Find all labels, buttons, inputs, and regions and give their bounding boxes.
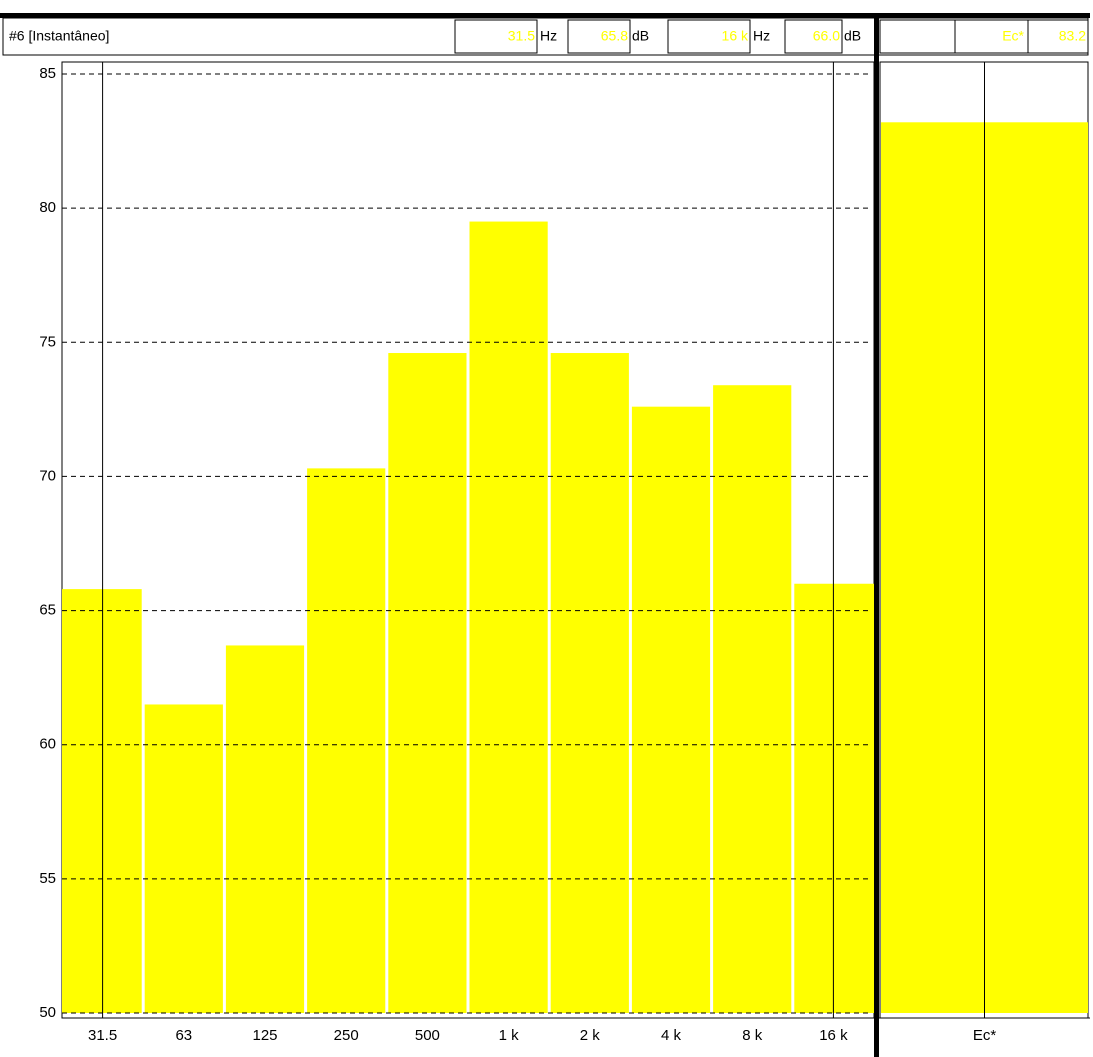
side-name: Ec*: [1002, 28, 1024, 44]
bar: [713, 385, 792, 1013]
x-tick-label: 250: [334, 1027, 359, 1044]
x-tick-label: 2 k: [580, 1027, 601, 1044]
x-tick-label: 63: [175, 1027, 192, 1044]
field-box: [784, 19, 843, 54]
cursor-level: 66.0: [813, 28, 840, 44]
field-box: [567, 19, 631, 54]
bar: [225, 645, 305, 1013]
top-border: [0, 13, 1090, 18]
y-tick-label: 80: [39, 199, 56, 216]
field-box: [879, 19, 956, 54]
x-tick-label: 500: [415, 1027, 440, 1044]
bar: [144, 704, 223, 1013]
bar: [469, 221, 548, 1014]
y-tick-label: 65: [39, 602, 56, 619]
x-tick-label: 125: [252, 1027, 277, 1044]
field-box: [1027, 19, 1089, 54]
field-box: [667, 19, 751, 54]
x-tick-label: 16 k: [819, 1027, 848, 1044]
x-tick-label: 4 k: [661, 1027, 682, 1044]
header-title: #6 [Instantâneo]: [9, 28, 109, 44]
y-tick-label: 70: [39, 467, 56, 484]
cursor-freq: 16 k: [722, 28, 749, 44]
y-tick-label: 50: [39, 1004, 56, 1021]
header: [2, 17, 1089, 56]
y-tick-label: 85: [39, 65, 56, 82]
bar: [62, 589, 142, 1013]
unit: Hz: [540, 28, 557, 44]
cursor-level: 65.8: [601, 28, 628, 44]
bar: [794, 583, 874, 1013]
bar: [631, 406, 711, 1013]
unit: dB: [844, 28, 861, 44]
panel-separator: [874, 13, 879, 1057]
x-tick-label: 1 k: [499, 1027, 520, 1044]
x-tick-label: 8 k: [742, 1027, 763, 1044]
y-tick-label: 75: [39, 333, 56, 350]
unit: dB: [632, 28, 649, 44]
side-level: 83.2: [1059, 28, 1086, 44]
field-box: [454, 19, 538, 54]
cursor-freq: 31.5: [508, 28, 535, 44]
bar: [388, 353, 467, 1013]
unit: Hz: [753, 28, 770, 44]
bar: [550, 353, 629, 1013]
x-tick-label: 31.5: [88, 1027, 117, 1044]
bar: [307, 468, 386, 1013]
y-tick-label: 60: [39, 736, 56, 753]
x-tick-label: Ec*: [973, 1027, 997, 1044]
y-tick-label: 55: [39, 870, 56, 887]
